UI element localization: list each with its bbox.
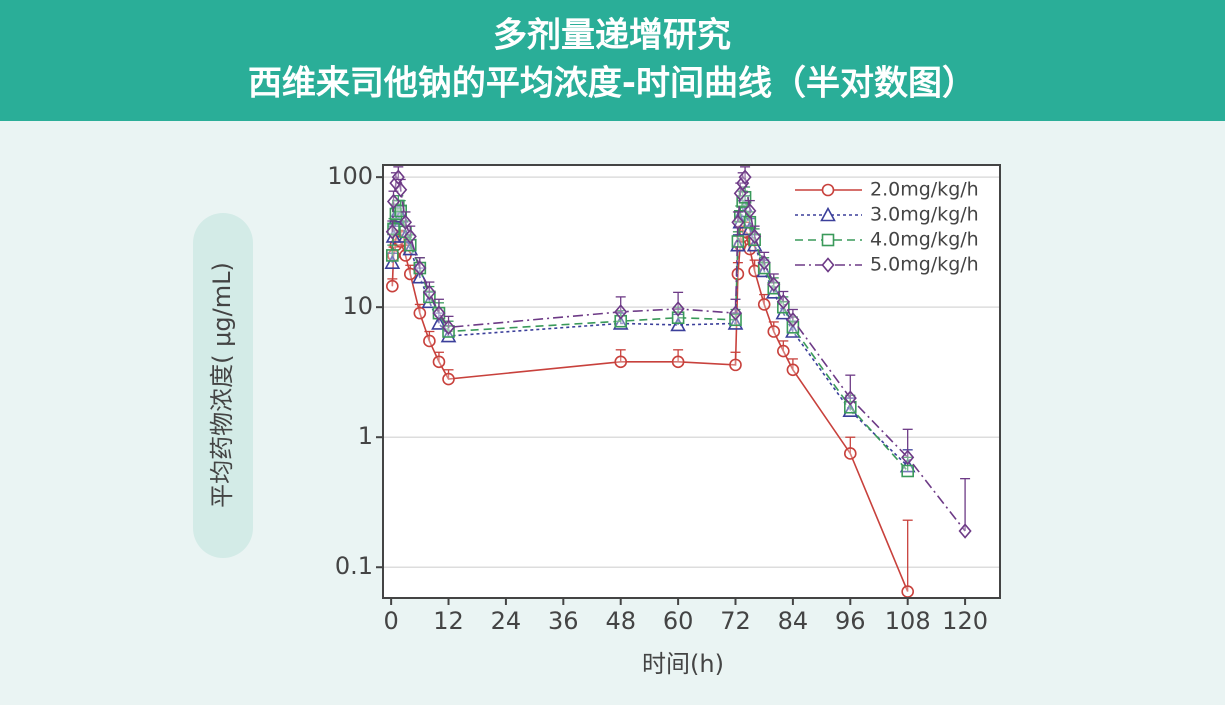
marker	[413, 306, 427, 320]
plot-frame	[382, 164, 1001, 599]
title-line: 多剂量递增研究	[493, 16, 731, 56]
marker	[614, 314, 628, 328]
marker	[738, 169, 752, 185]
legend-label: 3.0mg/kg/h	[870, 204, 979, 226]
legend-label: 5.0mg/kg/h	[870, 254, 979, 276]
marker	[431, 315, 447, 330]
title-line: 西维来司他钠的平均浓度-时间曲线（半对数图）	[248, 64, 976, 104]
x-tick-label: 96	[835, 607, 866, 635]
marker	[767, 276, 781, 293]
marker	[767, 325, 781, 338]
marker	[403, 238, 417, 252]
marker	[786, 312, 800, 328]
marker	[384, 254, 401, 269]
x-tick-label: 0	[383, 607, 398, 635]
marker	[394, 182, 408, 198]
marker	[958, 523, 972, 539]
marker	[432, 305, 446, 321]
x-tick-label: 60	[663, 607, 694, 635]
marker	[432, 355, 446, 369]
marker	[843, 400, 857, 414]
marker	[423, 334, 436, 348]
plot-area	[383, 165, 1000, 598]
marker	[671, 301, 685, 317]
marker	[843, 390, 857, 406]
ylabel-pill	[193, 213, 253, 558]
marker	[843, 447, 857, 460]
marker	[901, 464, 914, 478]
legend-label: 4.0mg/kg/h	[870, 229, 979, 251]
y-tick-label: 10	[342, 292, 373, 320]
marker	[385, 224, 399, 240]
legend-marker	[821, 233, 835, 247]
marker	[776, 294, 790, 310]
marker	[386, 279, 399, 293]
marker	[671, 311, 685, 325]
y-tick-label: 1	[358, 422, 373, 450]
legend-marker	[820, 206, 836, 222]
marker	[614, 304, 628, 320]
marker	[743, 203, 757, 219]
series-line	[391, 174, 966, 532]
marker	[386, 193, 401, 210]
legend-label: 2.0mg/kg/h	[870, 179, 979, 201]
marker	[785, 323, 801, 338]
marker	[777, 344, 790, 358]
marker	[394, 204, 407, 218]
marker	[671, 355, 685, 369]
marker	[441, 319, 456, 336]
marker	[670, 316, 686, 332]
marker	[386, 249, 399, 262]
marker	[411, 269, 428, 284]
marker	[614, 355, 628, 369]
marker	[403, 228, 417, 245]
x-tick-label: 84	[778, 607, 809, 635]
marker	[728, 305, 743, 321]
x-tick-label: 72	[720, 607, 751, 635]
marker	[786, 363, 800, 377]
y-tick-label: 100	[327, 162, 373, 190]
marker	[757, 298, 771, 311]
marker	[422, 284, 436, 301]
y-axis-label: 平均药物浓度( μg/mL)	[208, 262, 236, 508]
marker	[729, 358, 742, 372]
legend-marker	[821, 183, 835, 197]
marker	[731, 214, 745, 230]
marker	[442, 372, 455, 386]
y-tick-label: 0.1	[335, 552, 373, 580]
x-tick-label: 108	[885, 607, 931, 635]
x-tick-label: 24	[491, 607, 522, 635]
x-axis-label: 时间(h)	[642, 650, 724, 678]
marker	[440, 327, 457, 343]
x-tick-label: 120	[942, 607, 988, 635]
legend-marker	[821, 257, 835, 273]
marker	[901, 449, 915, 466]
x-tick-label: 12	[433, 607, 464, 635]
x-tick-label: 36	[548, 607, 579, 635]
marker	[901, 585, 914, 598]
marker	[387, 222, 400, 236]
marker	[413, 260, 427, 276]
marker	[748, 228, 762, 245]
marker	[757, 254, 771, 271]
header-band	[0, 0, 1225, 121]
x-tick-label: 48	[605, 607, 636, 635]
